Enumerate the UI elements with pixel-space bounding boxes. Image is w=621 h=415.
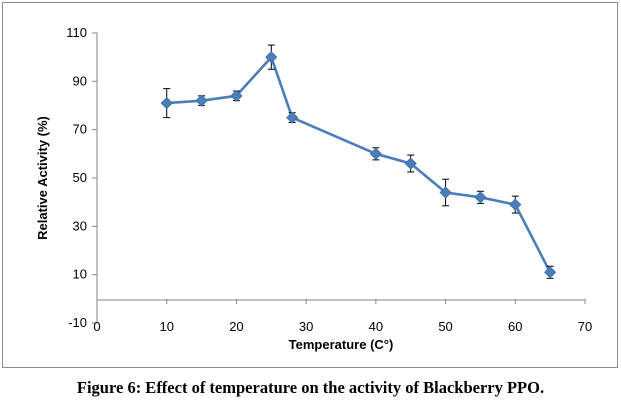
data-point <box>160 97 173 110</box>
data-point <box>439 186 452 199</box>
y-tick-label: 70 <box>73 122 87 137</box>
y-tick-label: 50 <box>73 170 87 185</box>
data-point <box>286 111 299 124</box>
y-ticks: -10 10 30 50 70 90 110 <box>66 25 97 330</box>
data-point <box>265 51 278 64</box>
figure-caption: Figure 6: Effect of temperature on the a… <box>76 378 545 397</box>
x-ticks: 0 10 20 30 40 50 60 70 <box>93 298 592 334</box>
x-tick-label: 50 <box>438 319 452 334</box>
x-axis-title: Temperature (C°) <box>289 337 394 352</box>
y-tick-label: 110 <box>66 25 87 40</box>
chart-frame: -10 10 30 50 70 90 110 0 10 20 30 40 50 60 70 Tempera… <box>2 2 618 368</box>
x-tick-label: 0 <box>93 319 100 334</box>
line-chart: -10 10 30 50 70 90 110 0 10 20 30 40 50 60 70 Tempera… <box>35 25 592 352</box>
data-point <box>369 147 382 160</box>
data-point <box>509 198 522 211</box>
data-point <box>404 157 417 170</box>
x-tick-label: 20 <box>229 319 243 334</box>
y-tick-label: -10 <box>68 315 87 330</box>
x-tick-label: 30 <box>299 319 313 334</box>
x-tick-label: 60 <box>508 319 522 334</box>
data-point <box>544 266 557 279</box>
data-point <box>195 94 208 107</box>
data-point <box>230 89 243 102</box>
series-layer <box>160 44 557 279</box>
series-line <box>166 55 552 273</box>
y-tick-label: 10 <box>73 267 87 282</box>
y-tick-label: 90 <box>73 73 87 88</box>
data-point <box>474 191 487 204</box>
y-axis-title: Relative Activity (%) <box>35 116 50 240</box>
x-tick-label: 70 <box>578 319 592 334</box>
x-tick-label: 40 <box>369 319 383 334</box>
y-tick-label: 30 <box>73 218 87 233</box>
x-tick-label: 10 <box>159 319 173 334</box>
